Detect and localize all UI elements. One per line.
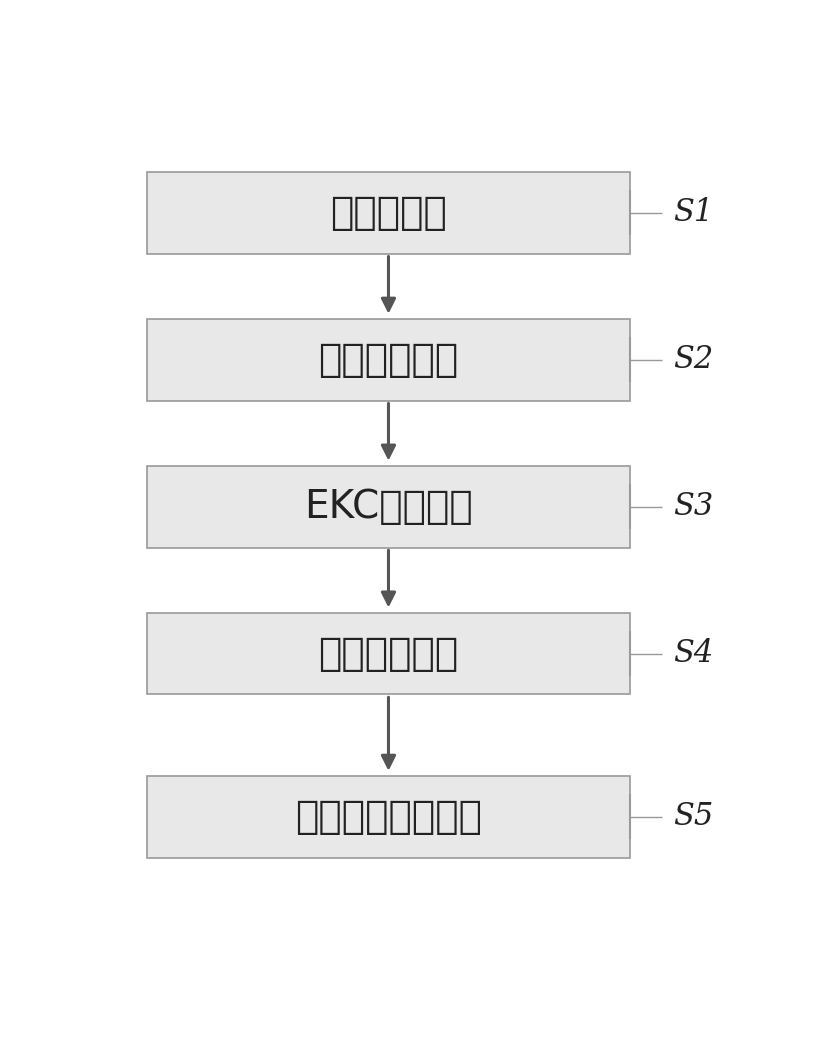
Text: 聚酰亚胺光刻工艺: 聚酰亚胺光刻工艺 — [295, 798, 482, 836]
Text: S3: S3 — [672, 491, 713, 523]
Text: S4: S4 — [672, 638, 713, 669]
Text: 钝化层刻蚀: 钝化层刻蚀 — [329, 194, 446, 232]
Text: S5: S5 — [672, 801, 713, 832]
Text: EKC湿法去胶: EKC湿法去胶 — [304, 488, 473, 526]
Text: S2: S2 — [672, 344, 713, 375]
Text: S1: S1 — [672, 197, 713, 228]
Text: 第一干法去胶: 第一干法去胶 — [318, 341, 458, 378]
Text: 第二干法去胶: 第二干法去胶 — [318, 635, 458, 673]
Bar — [147, 776, 629, 858]
Bar — [147, 319, 629, 401]
Bar — [147, 466, 629, 548]
Bar — [147, 172, 629, 253]
Bar — [147, 613, 629, 694]
